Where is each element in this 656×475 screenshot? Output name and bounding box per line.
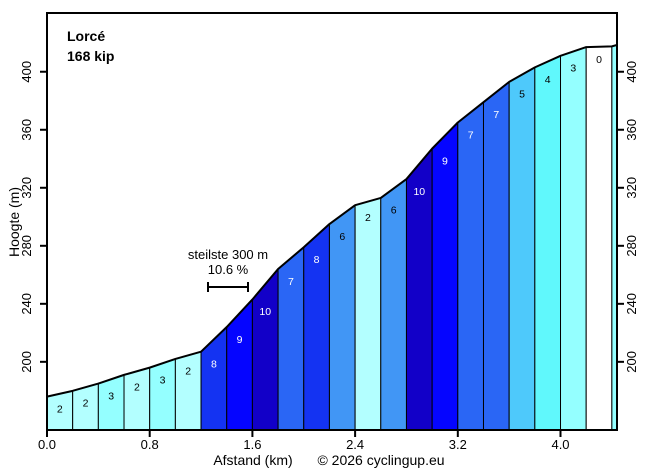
y-axis-label: Hoogte (m)	[6, 186, 22, 258]
gradient-bar	[508, 66, 536, 431]
bar-grade-label: 2	[83, 398, 89, 410]
gradient-bar	[560, 46, 587, 431]
gradient-bar	[585, 45, 613, 431]
gradient-bar	[174, 351, 202, 431]
bar-grade-label: 6	[391, 205, 397, 217]
y-axis-tick-label-right: 200	[624, 351, 639, 373]
x-axis-tick-label: 3.2	[449, 437, 467, 452]
bar-grade-label: 3	[108, 390, 114, 402]
x-axis-tick-label: 1.6	[243, 437, 261, 452]
y-axis-tick-label-right: 400	[624, 61, 639, 83]
y-axis-tick-label-left: 280	[19, 235, 34, 257]
y-axis-tick-label-right: 320	[624, 177, 639, 199]
bar-grade-label: 5	[519, 89, 525, 101]
chart-title: Lorcé	[67, 28, 106, 44]
x-axis-tick-label: 0.0	[38, 437, 56, 452]
y-axis-tick-label-left: 240	[19, 293, 34, 315]
x-axis-label: Afstand (km)	[213, 452, 293, 468]
copyright-credit: © 2026 cyclingup.eu	[317, 452, 445, 468]
gradient-bar	[226, 298, 253, 431]
gradient-bar	[354, 197, 382, 431]
bar-grade-label: 10	[259, 306, 271, 318]
gradient-bar	[200, 325, 228, 431]
steepest-section-grade: 10.6 %	[207, 262, 249, 277]
bar-grade-label: 2	[365, 212, 371, 224]
x-axis-tick-label: 2.4	[346, 437, 364, 452]
bar-grade-label: 8	[314, 254, 320, 266]
bar-grade-label: 0	[596, 54, 602, 66]
x-axis-tick-label: 4.0	[551, 437, 569, 452]
bar-grade-label: 9	[442, 155, 448, 167]
gradient-bar	[277, 246, 305, 431]
steepest-section-annotation: steilste 300 m 10.6 %	[188, 247, 268, 277]
y-axis-tick-label-left: 360	[19, 119, 34, 141]
steepest-section-length: steilste 300 m	[187, 247, 269, 262]
bar-grade-label: 6	[339, 231, 345, 243]
y-axis-tick-label-right: 240	[624, 293, 639, 315]
plot-border	[46, 12, 618, 431]
gradient-bar	[431, 121, 459, 431]
bar-grade-label: 7	[493, 109, 499, 121]
bar-grade-label: 9	[237, 334, 243, 346]
bar-grade-label: 3	[160, 374, 166, 386]
gradient-bar	[482, 80, 510, 431]
gradient-bar	[149, 358, 176, 431]
y-axis-tick-label-left: 320	[19, 177, 34, 199]
gradient-bar	[457, 101, 484, 431]
y-axis-tick-label-left: 200	[19, 351, 34, 373]
bar-grade-label: 7	[288, 276, 294, 288]
y-axis-tick-label-right: 360	[624, 119, 639, 141]
gradient-bar	[534, 55, 562, 431]
bar-grade-label: 10	[413, 186, 425, 198]
chart-subtitle: 168 kip	[67, 48, 115, 64]
y-axis-tick-label-left: 400	[19, 61, 34, 83]
bar-grade-label: 3	[570, 63, 576, 75]
y-axis-tick-label-right: 280	[624, 235, 639, 257]
bar-grade-label: 2	[57, 403, 63, 415]
profile-line	[46, 43, 618, 398]
gradient-bar	[251, 267, 279, 431]
bar-grade-label: 8	[211, 358, 217, 370]
gradient-bar	[123, 366, 151, 431]
bar-grade-label: 7	[468, 129, 474, 141]
x-axis-tick-label: 0.8	[141, 437, 159, 452]
bar-grade-label: 2	[185, 366, 191, 378]
bar-grade-label: 4	[545, 74, 551, 86]
bar-grade-label: 2	[134, 382, 140, 394]
